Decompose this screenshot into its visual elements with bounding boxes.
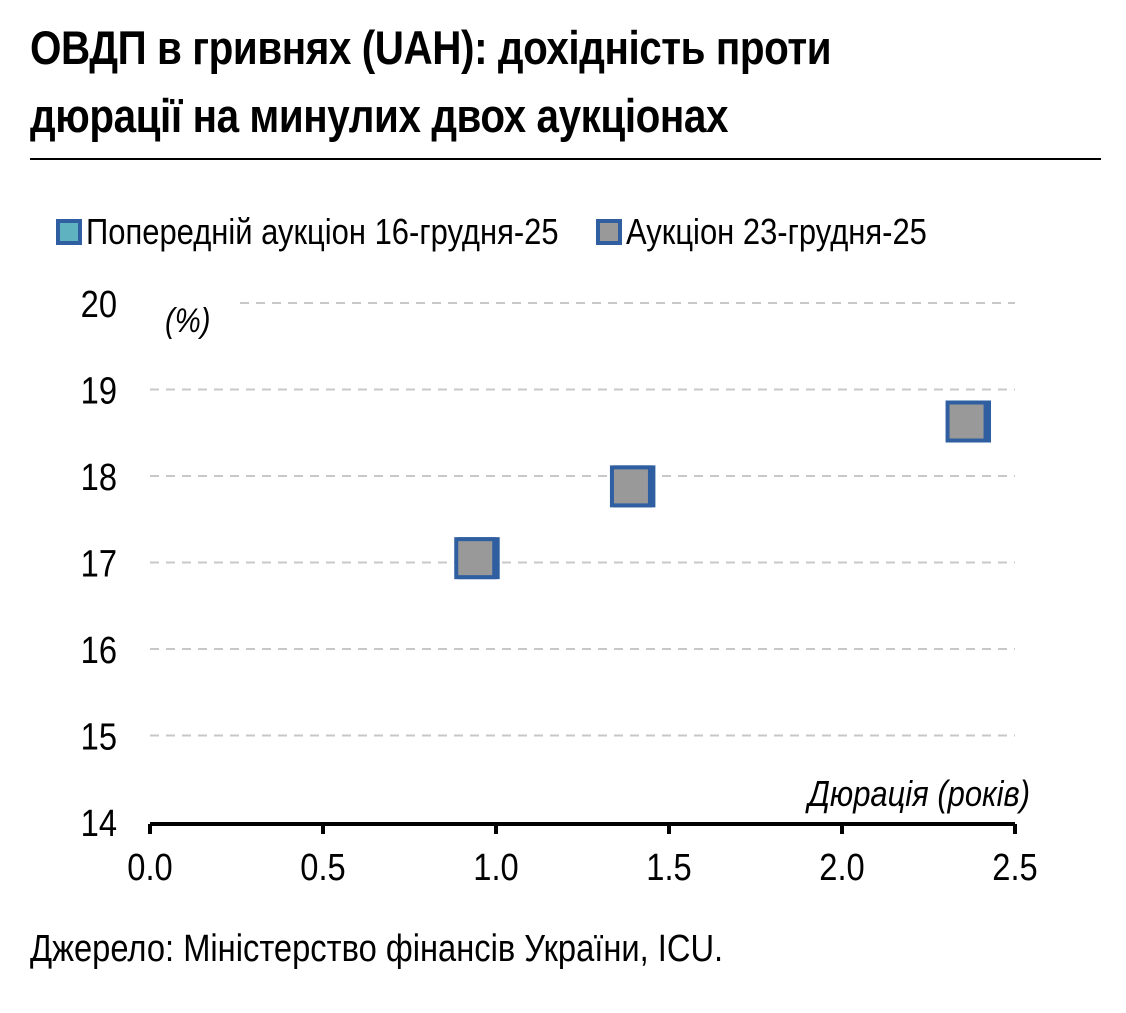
- y-tick-label: 18: [81, 456, 117, 499]
- y-tick-label: 14: [81, 802, 117, 845]
- y-tick-label: 15: [81, 715, 117, 758]
- grid-lines: [150, 302, 1015, 737]
- x-tick-label: 1.5: [646, 846, 691, 889]
- x-tick-label: 2.0: [819, 846, 864, 889]
- title-divider: [30, 158, 1101, 160]
- legend-label-current: Аукціон 23-грудня-25: [625, 211, 927, 252]
- chart-title: ОВДП в гривнях (UAH): дохідність проти д…: [30, 14, 959, 150]
- legend-item-current-auction: Аукціон 23-грудня-25: [595, 211, 927, 253]
- x-axis-label: Дюрація (років): [804, 775, 1030, 815]
- point-current-auction: [609, 465, 652, 508]
- y-axis-label: (%): [165, 301, 210, 340]
- chart-legend: Попередній аукціон 16-грудня-25 Аукціон …: [56, 206, 945, 258]
- y-axis-ticks: 14 15 16 17 18 19 20: [81, 283, 117, 845]
- legend-swatch-previous: [56, 219, 82, 245]
- legend-item-previous-auction: Попередній аукціон 16-грудня-25: [56, 211, 576, 253]
- y-tick-label: 17: [81, 542, 117, 585]
- data-points: [454, 400, 992, 580]
- chart-title-line2: дюрації на минулих двох аукціонах: [30, 89, 728, 142]
- source-note: Джерело: Міністерство фінансів України, …: [30, 928, 724, 970]
- point-current-auction: [454, 537, 497, 580]
- y-tick-label: 16: [81, 629, 117, 672]
- x-tick-label: 1.0: [473, 846, 518, 889]
- legend-swatch-current: [595, 219, 622, 245]
- legend-label-previous: Попередній аукціон 16-грудня-25: [86, 211, 559, 252]
- y-tick-label: 19: [81, 369, 117, 412]
- chart-title-line1: ОВДП в гривнях (UAH): дохідність проти: [30, 21, 832, 74]
- point-current-auction: [945, 400, 988, 443]
- x-axis: 0.0 0.5 1.0 1.5 2.0 2.5: [127, 822, 1038, 889]
- x-tick-label: 2.5: [992, 846, 1037, 889]
- x-tick-label: 0.0: [127, 846, 172, 889]
- x-tick-label: 0.5: [300, 846, 345, 889]
- y-tick-label: 20: [81, 283, 117, 326]
